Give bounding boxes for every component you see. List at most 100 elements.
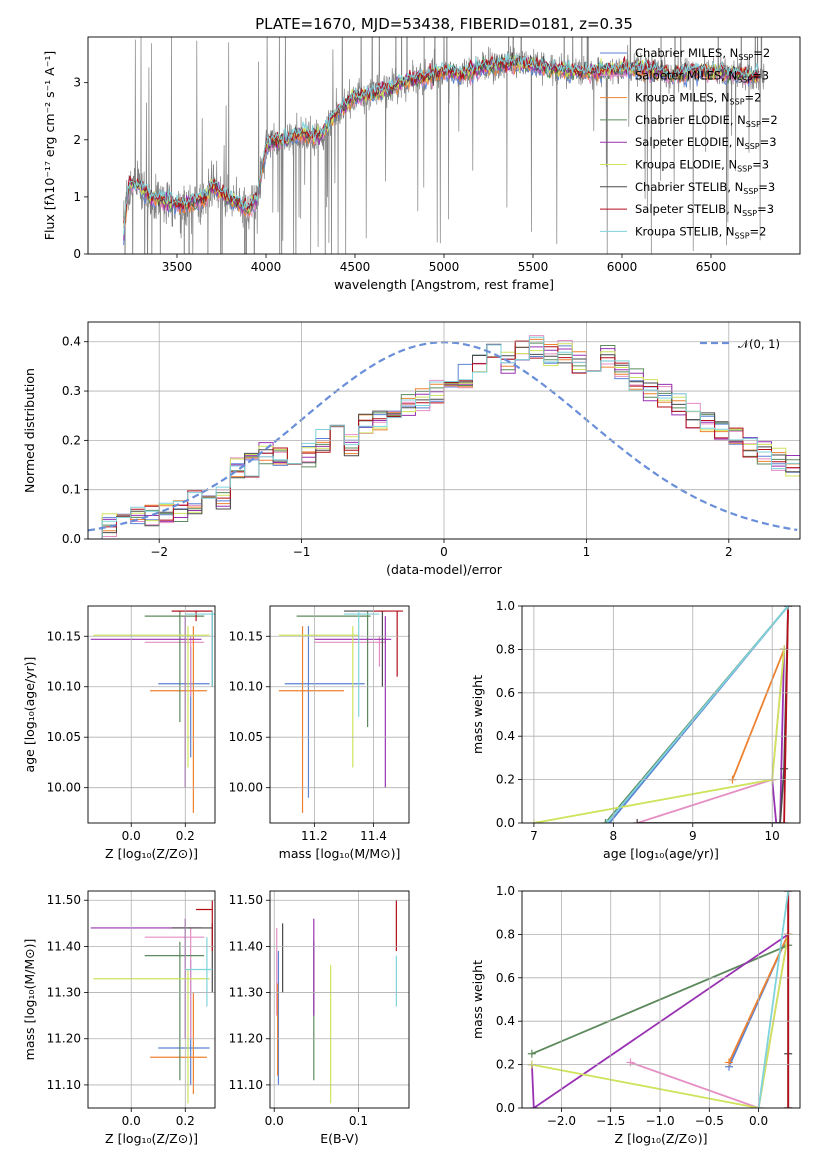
y-tick-label: 0.1 — [62, 483, 81, 497]
y-tick-label: 10.00 — [47, 781, 81, 795]
errorbar-salpeter-stelib — [373, 610, 404, 677]
y-tick-label: 11.40 — [47, 939, 81, 953]
x-axis-label: wavelength [Angstrom, rest frame] — [334, 277, 554, 292]
hist-kroupa-stelib — [88, 336, 800, 539]
y-tick-label: 11.50 — [47, 893, 81, 907]
y-tick-label: 3 — [73, 76, 81, 90]
y-tick-label: 11.20 — [47, 1032, 81, 1046]
x-tick-label: 0.2 — [176, 1114, 195, 1128]
legend-entry-kroupa-miles: Kroupa MILES, NSSP=2 — [635, 91, 761, 107]
y-tick-label: 11.50 — [229, 893, 263, 907]
x-tick-label: −1.5 — [596, 1114, 625, 1128]
x-tick-label: 2 — [725, 545, 733, 559]
x-tick-label: 4000 — [251, 260, 282, 274]
series-kroupa-stelib — [754, 891, 793, 1108]
y-axis-label: mass [log₁₀(M/M⊙)] — [22, 939, 37, 1061]
x-tick-label: −1.0 — [645, 1114, 674, 1128]
gaussian-curve — [88, 341, 798, 532]
legend: 𝒩(0, 1) — [700, 337, 780, 351]
x-axis-label: (data-model)/error — [386, 562, 503, 577]
plot-area — [278, 610, 404, 813]
y-tick-label: 11.40 — [229, 939, 263, 953]
x-tick-label: 6000 — [607, 260, 638, 274]
x-axis-label: Z [log₁₀(Z/Z⊙)] — [615, 1131, 708, 1146]
errorbar-kroupa-elodie — [93, 969, 210, 1104]
x-axis-label: Z [log₁₀(Z/Z⊙)] — [105, 1131, 198, 1146]
series-marker — [626, 1058, 635, 1067]
legend-entry-kroupa-stelib: Kroupa STELIB, NSSP=2 — [635, 224, 766, 240]
x-axis-label: Z [log₁₀(Z/Z⊙)] — [105, 846, 198, 861]
x-tick-label: 3500 — [162, 260, 193, 274]
y-axis-label: Normed distribution — [22, 368, 37, 493]
series-line — [531, 934, 790, 1108]
x-axis-label: age [log₁₀(age/yr)] — [603, 846, 719, 861]
y-tick-label: 11.30 — [47, 986, 81, 1000]
hist-kroupa-elodie — [88, 343, 800, 539]
errorbar-chabrier-elodie — [144, 611, 205, 723]
hist-chabrier-miles — [88, 343, 800, 539]
chart-mass-vs-EBV: 0.0 0.1 11.10 11.20 11.30 11.40 11.50 E(B-V) — [229, 890, 410, 1146]
y-tick-label: 0.4 — [496, 729, 515, 743]
series-marker — [725, 1058, 734, 1067]
errorbar-kroupa-stelib — [185, 937, 213, 1007]
x-tick-label: −1 — [293, 545, 311, 559]
x-tick-label: 6500 — [696, 260, 727, 274]
y-tick-label: 10.10 — [229, 680, 263, 694]
series-marker — [780, 764, 789, 773]
hist-salpeter-stelib — [88, 340, 800, 539]
plot-area — [276, 900, 397, 1104]
y-tick-label: 0 — [73, 247, 81, 261]
x-axis-label: mass [log₁₀(M/M⊙)] — [279, 846, 401, 861]
legend-entry-gaussian: 𝒩(0, 1) — [738, 337, 780, 351]
chart-age-vs-mass: 11.2 11.4 10.00 10.05 10.10 10.15 mass [log₁₀(… — [229, 605, 410, 861]
y-tick-label: 1.0 — [496, 884, 515, 898]
errorbar-chabrier-stelib — [171, 923, 213, 993]
x-tick-label: 11.4 — [360, 829, 387, 843]
hist-salpeter-elodie — [88, 344, 800, 539]
y-tick-label: 10.15 — [229, 629, 263, 643]
chart-mass-weight-vs-Z: −2.0 −1.5 −1.0 −0.5 0.0 0.0 0.2 0.4 0.6 0.8 1.0 Z [… — [470, 884, 801, 1146]
y-tick-label: 10.15 — [47, 629, 81, 643]
chart-mass-weight-vs-age: 7 8 9 10 0.0 0.2 0.4 0.6 0.8 1.0 age [log₁₀(age/yr… — [470, 599, 801, 861]
y-tick-label: 1 — [73, 190, 81, 204]
y-tick-label: 0.6 — [496, 686, 515, 700]
x-tick-label: −2.0 — [547, 1114, 576, 1128]
axes-frame — [269, 605, 410, 824]
x-tick-label: 11.2 — [301, 829, 328, 843]
y-tick-label: 10.05 — [229, 730, 263, 744]
legend-entry-chabrier-elodie: Chabrier ELODIE, NSSP=2 — [635, 113, 778, 129]
x-tick-label: 0.0 — [122, 829, 141, 843]
x-tick-label: −0.5 — [695, 1114, 724, 1128]
chart-mass-vs-Z: 0.0 0.2 11.10 11.20 11.30 11.40 11.50 Z [log₁₀(… — [22, 890, 216, 1146]
axes-frame — [87, 36, 801, 255]
y-tick-label: 10.00 — [229, 781, 263, 795]
plot-area — [529, 606, 793, 823]
series-marker — [784, 606, 793, 610]
errorbar-kroupa-elodie — [93, 626, 210, 768]
errorbar-kroupa-miles — [150, 992, 207, 1095]
errorbar-kroupa-stelib — [343, 611, 380, 718]
legend-entry-chabrier-stelib: Chabrier STELIB, NSSP=3 — [635, 180, 775, 196]
x-tick-label: 10 — [765, 829, 780, 843]
y-tick-label: 0.6 — [496, 971, 515, 985]
y-tick-label: 0.4 — [62, 335, 81, 349]
axes-frame — [521, 890, 801, 1109]
legend-entry-salpeter-miles: Salpeter MILES, NSSP=3 — [635, 68, 769, 84]
errorbar-chabrier-elodie — [296, 611, 371, 728]
series-marker — [784, 1104, 793, 1108]
chart-age-vs-Z: 0.0 0.2 10.00 10.05 10.10 10.15 Z [log₁₀(Z/Z⊙)… — [22, 605, 216, 861]
series-marker — [527, 1049, 536, 1058]
series-marker — [780, 819, 789, 823]
errorbar-chabrier-elodie — [144, 941, 205, 1081]
legend: Chabrier MILES, NSSP=2 Salpeter MILES, NS… — [600, 46, 778, 240]
legend-entry-kroupa-elodie: Kroupa ELODIE, NSSP=3 — [635, 158, 769, 174]
y-axis-label: mass weight — [470, 960, 485, 1039]
x-axis-label: E(B-V) — [320, 1131, 359, 1146]
legend-entry-salpeter-stelib: Salpeter STELIB, NSSP=3 — [635, 202, 774, 218]
y-tick-label: 0.3 — [62, 384, 81, 398]
x-tick-label: 0.0 — [749, 1114, 768, 1128]
series-marker — [776, 819, 785, 823]
y-tick-label: 11.10 — [229, 1078, 263, 1092]
series-line — [531, 933, 789, 1108]
